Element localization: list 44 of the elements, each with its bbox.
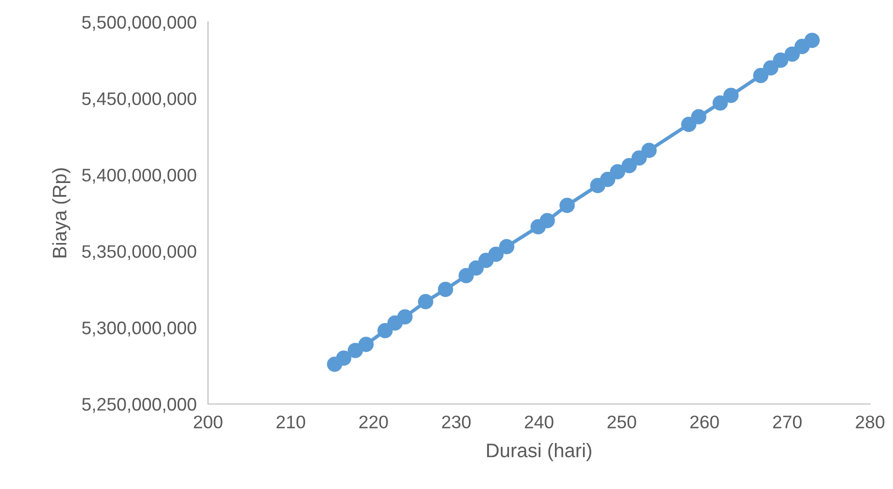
y-tick-label: 5,300,000,000 [82, 322, 196, 336]
point [488, 246, 504, 262]
x-tick-label: 240 [524, 416, 554, 428]
point [631, 150, 647, 166]
point [397, 309, 413, 325]
y-tick-label: 5,250,000,000 [82, 398, 196, 413]
y-axis-title: Biaya (Rp) [52, 168, 70, 258]
point [377, 323, 393, 338]
point [641, 142, 657, 158]
y-tick-label: 5,500,000,000 [82, 16, 196, 31]
x-tick-label: 280 [856, 416, 884, 428]
point [610, 164, 626, 180]
x-tick-label: 210 [276, 416, 306, 428]
point [804, 32, 820, 48]
point [763, 60, 778, 76]
point [622, 158, 637, 174]
point [499, 238, 514, 254]
x-tick-label: 200 [194, 416, 222, 428]
point [458, 268, 474, 284]
point [348, 342, 363, 358]
point [540, 213, 555, 228]
point [336, 350, 352, 366]
x-tick-label: 260 [690, 416, 719, 428]
point [753, 68, 768, 84]
point [468, 260, 484, 276]
point [784, 46, 800, 62]
y-tick-label: 5,400,000,000 [82, 168, 196, 184]
x-tick-label: 270 [773, 416, 802, 428]
point [712, 95, 728, 111]
x-tick-label: 220 [359, 416, 388, 428]
point [772, 52, 788, 68]
point [358, 336, 374, 352]
point [691, 109, 706, 124]
point [438, 282, 454, 298]
point [418, 294, 434, 310]
point [559, 198, 575, 213]
point [600, 172, 616, 188]
x-tick-label: 250 [608, 416, 636, 428]
y-tick-label: 5,450,000,000 [82, 92, 196, 108]
x-tick-label: 230 [442, 416, 471, 428]
point [723, 88, 739, 103]
x-axis-title: Durasi (hari) [487, 443, 592, 462]
point [681, 116, 696, 132]
y-tick-label: 5,350,000,000 [82, 245, 196, 260]
